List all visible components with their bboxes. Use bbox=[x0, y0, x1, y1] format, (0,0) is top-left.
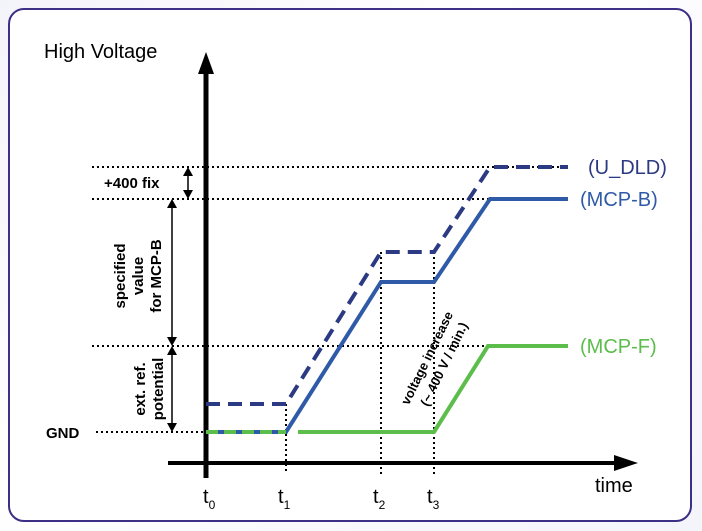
specified-value-label-2: value bbox=[130, 257, 147, 295]
diagram-frame bbox=[8, 8, 692, 522]
dimension-ext-ref bbox=[167, 346, 177, 432]
x-axis-arrowhead bbox=[614, 455, 638, 471]
time-label-t3: t3 bbox=[427, 486, 440, 512]
time-label-t2: t2 bbox=[373, 486, 386, 512]
x-axis-label: time bbox=[595, 475, 633, 497]
udld-curve bbox=[206, 165, 568, 406]
svg-text:t3: t3 bbox=[427, 486, 440, 512]
y-axis-label: High Voltage bbox=[44, 41, 157, 63]
time-label-t1: t1 bbox=[278, 486, 291, 512]
dimension-fix400 bbox=[183, 167, 193, 199]
mcpf-curve bbox=[298, 344, 568, 434]
mcpb-label: (MCP-B) bbox=[580, 189, 658, 211]
svg-text:t0: t0 bbox=[203, 486, 216, 512]
ext-ref-label-1: ext. ref. bbox=[132, 362, 149, 415]
specified-value-label-1: specified bbox=[112, 243, 129, 308]
ext-ref-label-2: potential bbox=[150, 358, 167, 421]
gnd-label: GND bbox=[46, 425, 80, 442]
udld-label: (U_DLD) bbox=[588, 157, 667, 179]
svg-text:t2: t2 bbox=[373, 486, 386, 512]
mcpb-curve bbox=[206, 197, 568, 434]
time-label-t0: t0 bbox=[203, 486, 216, 512]
svg-text:t1: t1 bbox=[278, 486, 291, 512]
fix400-label: +400 fix bbox=[104, 175, 160, 192]
specified-value-label-3: for MCP-B bbox=[148, 239, 165, 312]
dimension-specified-value bbox=[167, 199, 177, 346]
mcpf-label: (MCP-F) bbox=[580, 336, 657, 358]
y-axis-arrowhead bbox=[198, 52, 214, 74]
